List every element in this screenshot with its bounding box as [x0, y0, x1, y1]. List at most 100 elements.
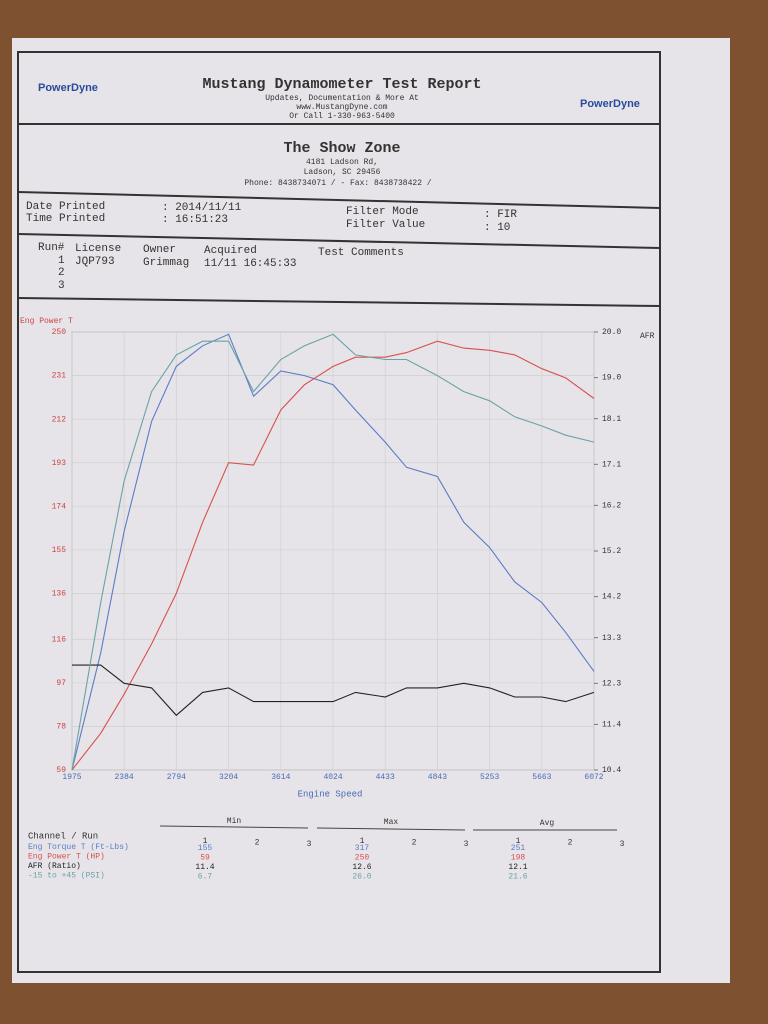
x-tick-label: 4843: [428, 773, 447, 782]
x-tick-label: 3204: [219, 773, 238, 782]
y2-tick-label: 18.1: [602, 415, 621, 424]
x-tick-label: 3614: [271, 773, 290, 782]
runs-header: Test Comments: [318, 247, 404, 259]
shop-name: The Show Zone: [283, 140, 400, 157]
y-tick-label: 212: [52, 415, 67, 424]
run-header: 3: [464, 840, 469, 849]
series-line: [72, 664, 595, 717]
y2-tick-label: 10.4: [602, 766, 621, 775]
run-header: 2: [255, 839, 260, 848]
x-tick-label: 6072: [584, 773, 603, 782]
y-tick-label: 78: [56, 723, 66, 732]
y2-tick-label: 16.2: [602, 501, 621, 510]
channel-name: -15 to +45 (PSI): [28, 872, 105, 881]
info-label: Filter Value: [346, 219, 425, 231]
run-license: JQP793: [75, 256, 115, 268]
report-frame: [17, 51, 661, 973]
stat-value: 250: [355, 854, 370, 863]
stat-value: 317: [355, 844, 370, 853]
shop-line: Phone: 8438734071 / - Fax: 8438738422 /: [244, 179, 431, 188]
stat-value: 11.4: [195, 863, 214, 872]
x-tick-label: 4024: [323, 773, 342, 782]
y-tick-label: 59: [56, 766, 66, 775]
logo: PowerDyne: [38, 82, 98, 94]
run-header: 1: [203, 837, 208, 846]
runs-header: Owner: [143, 244, 176, 256]
run-number: 2: [58, 267, 65, 279]
report-title: Mustang Dynamometer Test Report: [202, 76, 481, 93]
info-label: Date Printed: [26, 201, 105, 213]
y2-tick-label: 14.2: [602, 593, 621, 602]
x-tick-label: 4433: [376, 773, 395, 782]
series-line: [71, 340, 595, 771]
y-tick-label: 136: [52, 590, 67, 599]
stat-value: 155: [198, 844, 213, 853]
x-axis-label: Engine Speed: [298, 789, 363, 799]
info-value: : 2014/11/11: [162, 202, 242, 214]
y2-tick-label: 15.2: [602, 547, 621, 556]
info-value: : FIR: [484, 209, 517, 221]
stat-value: 251: [511, 844, 526, 853]
stat-value: 26.0: [352, 873, 371, 882]
y-tick-label: 155: [52, 546, 67, 555]
y-tick-label: 116: [52, 635, 67, 644]
stat-value: 21.6: [508, 873, 527, 882]
stat-value: 198: [511, 854, 526, 863]
x-tick-label: 2384: [115, 773, 134, 782]
header-line: www.MustangDyne.com: [296, 103, 387, 112]
run-header: 2: [412, 839, 417, 848]
y-tick-label: 97: [56, 679, 66, 688]
runs-header: Acquired: [204, 245, 257, 257]
channel-name: Eng Torque T (Ft-Lbs): [28, 843, 129, 852]
y-tick-label: 231: [52, 372, 67, 381]
y2-tick-label: 12.3: [602, 679, 621, 688]
run-number: 3: [58, 280, 65, 292]
group-rule: [316, 827, 466, 831]
y-tick-label: 174: [52, 502, 67, 511]
channel-header: Channel / Run: [28, 831, 98, 841]
group-header: Min: [227, 817, 242, 826]
runs-header: Run#: [38, 242, 65, 254]
info-value: : 16:51:23: [162, 214, 228, 226]
series-line: [71, 333, 595, 771]
series-line: [71, 333, 595, 771]
stat-value: 12.6: [352, 863, 371, 872]
x-tick-label: 5663: [532, 773, 551, 782]
info-label: Time Printed: [26, 213, 105, 225]
x-tick-label: 5253: [480, 773, 499, 782]
stat-value: 59: [200, 854, 210, 863]
y2-tick-label: 19.0: [602, 374, 621, 383]
y2-tick-label: 13.3: [602, 634, 621, 643]
run-header: 2: [568, 839, 573, 848]
run-owner: Grimmag: [143, 257, 189, 269]
y2-tick-label: 20.0: [602, 328, 621, 337]
run-number: 1: [58, 255, 65, 267]
y2-tick-label: 17.1: [602, 460, 621, 469]
y2-tick-label: 11.4: [602, 720, 621, 729]
group-header: Avg: [540, 819, 555, 828]
group-rule: [159, 825, 309, 829]
runs-header: License: [75, 243, 121, 255]
run-header: 3: [620, 840, 625, 849]
run-header: 1: [360, 837, 365, 846]
header-line: Or Call 1-330-963-5400: [289, 112, 395, 121]
channel-name: Eng Power T (HP): [28, 853, 105, 862]
stat-value: 12.1: [508, 863, 527, 872]
group-header: Max: [384, 818, 399, 827]
divider: [17, 191, 661, 209]
divider: [17, 297, 661, 307]
run-header: 3: [307, 840, 312, 849]
run-header: 1: [516, 837, 521, 846]
divider: [17, 233, 661, 249]
logo: PowerDyne: [580, 98, 640, 110]
channel-name: AFR (Ratio): [28, 862, 81, 871]
x-tick-label: 2794: [167, 773, 186, 782]
x-tick-label: 1975: [62, 773, 81, 782]
y-axis-label: Eng Power T: [20, 317, 73, 326]
y-tick-label: 193: [52, 459, 67, 468]
shop-line: 4181 Ladson Rd,: [306, 158, 378, 167]
info-label: Filter Mode: [346, 206, 419, 218]
y-tick-label: 250: [52, 328, 67, 337]
shop-line: Ladson, SC 29456: [304, 168, 381, 177]
